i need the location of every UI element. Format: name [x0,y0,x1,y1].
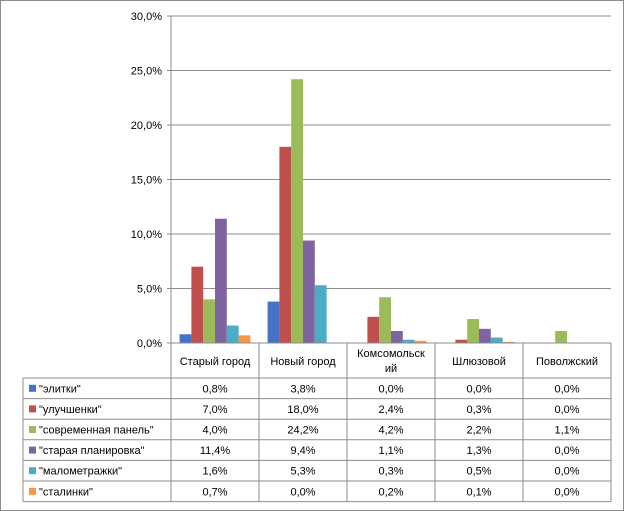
data-label: 1,6% [202,466,227,478]
x-tick-label: Старый город [180,356,251,368]
bar [291,79,303,343]
bar [303,240,315,343]
legend-swatch [29,384,36,392]
data-label: 4,0% [202,425,227,437]
data-label: 4,2% [378,425,403,437]
data-label: 0,1% [466,486,491,498]
data-label: 0,0% [466,383,491,395]
bar [191,266,204,343]
legend-swatch [29,467,36,475]
y-tick-label: 15,0% [131,175,162,187]
bar [379,297,391,343]
legend-label: "сталинки" [39,486,93,498]
legend-label: "улучшенки" [39,404,102,416]
data-label: 2,2% [466,425,491,437]
bar [203,299,215,343]
data-label: 0,0% [554,445,579,457]
data-label: 24,2% [287,425,318,437]
bar [414,340,427,343]
legend-label: "старая планировка" [39,445,145,457]
y-tick-label: 0,0% [137,338,162,350]
legend-swatch [29,446,36,454]
data-label: 0,2% [378,486,403,498]
data-label: 0,0% [554,404,579,416]
bar [279,146,292,343]
data-label: 11,4% [200,445,231,457]
bar [502,341,515,343]
bar [455,339,468,343]
bar [467,319,479,343]
bar [402,339,415,343]
data-label: 0,3% [466,404,491,416]
x-tick-label: Поволжский [536,356,598,368]
x-tick-label: ий [385,363,397,375]
data-label: 7,0% [202,404,227,416]
data-label: 0,0% [554,466,579,478]
bar [215,218,227,343]
y-tick-label: 25,0% [131,66,162,78]
bar [267,301,280,343]
legend-label: "современная панель" [39,425,154,437]
data-label: 9,4% [290,445,315,457]
data-label: 0,0% [554,486,579,498]
data-label: 3,8% [290,383,315,395]
x-tick-label: Комсомольск [357,348,425,360]
data-label: 1,3% [466,445,491,457]
data-label: 0,3% [378,466,403,478]
y-tick-label: 10,0% [131,229,162,241]
data-label: 0,7% [202,486,227,498]
y-tick-label: 20,0% [131,120,162,132]
legend-label: "элитки" [39,383,81,395]
bar [391,331,403,343]
data-label: 2,4% [378,404,403,416]
bar [314,285,327,343]
legend-label: "малометражки" [39,466,122,478]
bar [367,316,380,343]
bar [555,331,567,343]
bar [479,328,491,343]
data-label: 1,1% [378,445,403,457]
data-label: 0,5% [466,466,491,478]
legend-swatch [29,405,36,413]
y-tick-label: 5,0% [137,284,162,296]
bar [226,325,239,343]
bar [179,334,192,343]
legend-swatch [29,487,36,495]
data-label: 1,1% [554,425,579,437]
x-tick-label: Новый город [270,356,336,368]
data-label: 0,0% [554,383,579,395]
x-tick-label: Шлюзовой [452,356,506,368]
data-label: 18,0% [287,404,318,416]
y-tick-label: 30,0% [131,11,162,23]
bar [490,337,503,343]
data-label: 0,8% [202,383,227,395]
legend-swatch [29,426,36,433]
data-label: 5,3% [290,466,315,478]
data-label: 0,0% [378,383,403,395]
data-label: 0,0% [290,486,315,498]
bar [238,335,251,343]
